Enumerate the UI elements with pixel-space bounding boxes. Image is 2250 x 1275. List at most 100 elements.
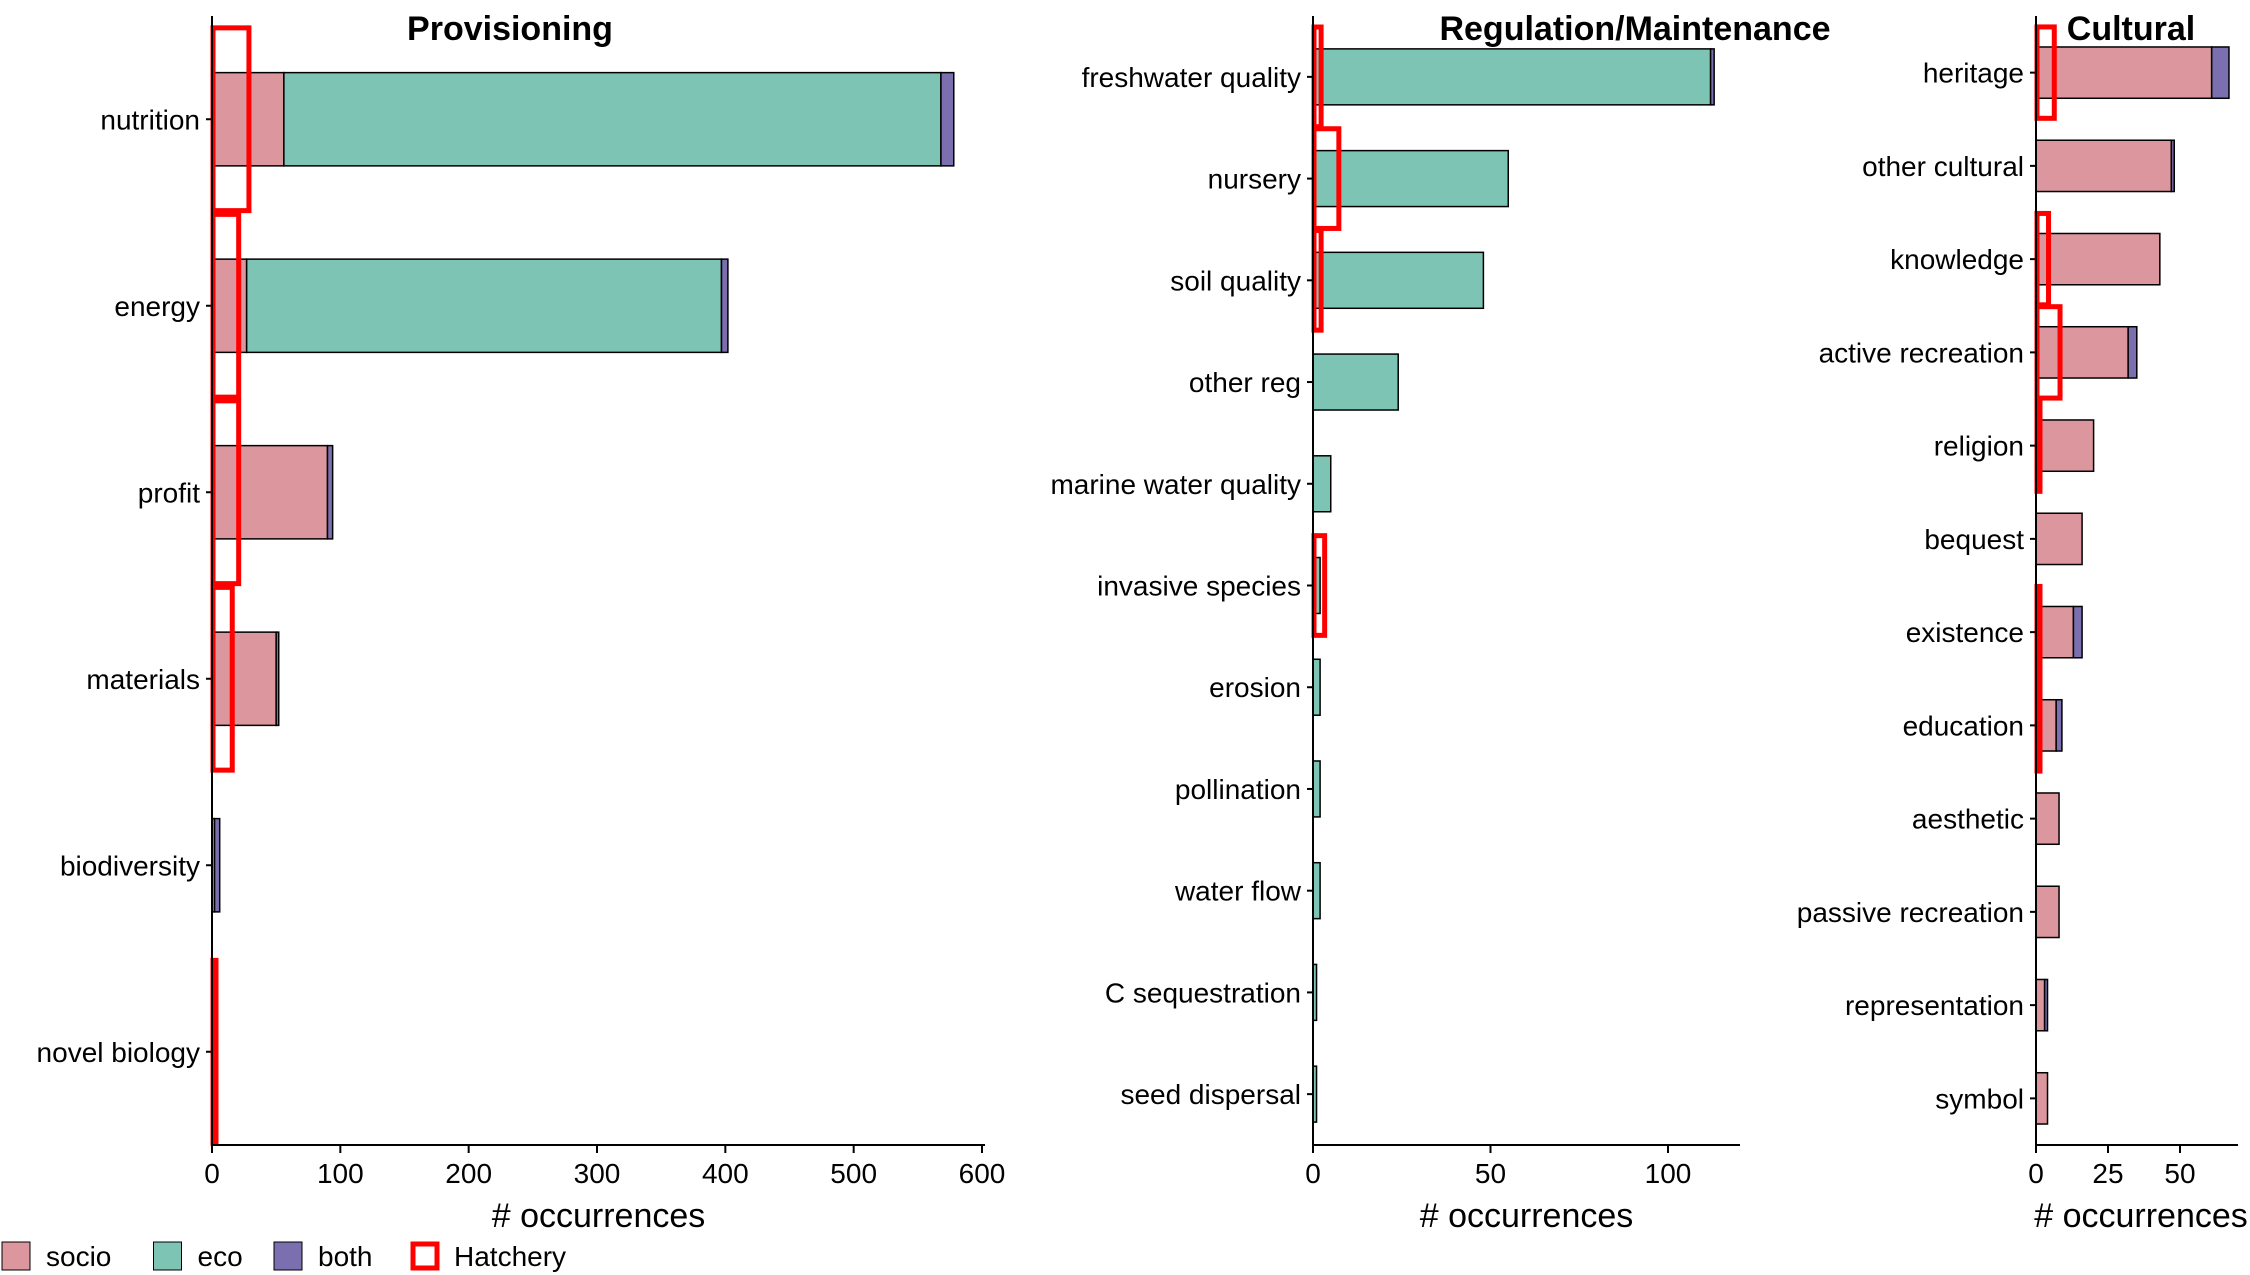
x-tick-label: 200 (445, 1158, 492, 1189)
category-label: symbol (1935, 1083, 2024, 1114)
category-label: novel biology (37, 1037, 200, 1068)
x-tick-label: 500 (830, 1158, 877, 1189)
category-label: active recreation (1819, 337, 2024, 368)
bar-eco-nursery (1312, 149, 1509, 208)
legend-item-both: both (273, 1241, 373, 1272)
bar-socio-knowledge (2035, 232, 2161, 286)
x-axis-title: # occurrences (492, 1197, 706, 1235)
bar-socio-representation (2035, 978, 2046, 1032)
legend-item-eco: eco (153, 1241, 243, 1272)
x-tick-label: 25 (2092, 1158, 2123, 1189)
panel-cultural: Cultural heritage other cultural knowledge a… (1797, 10, 2248, 1235)
category-label: other reg (1189, 367, 1301, 398)
category-label: C sequestration (1105, 977, 1301, 1008)
category-label: knowledge (1890, 244, 2024, 275)
x-axis-title: # occurrences (2034, 1197, 2248, 1235)
hatchery-religion (2034, 397, 2043, 494)
bar-socio-profit (211, 444, 329, 540)
bar-socio-other-cultural (2035, 139, 2173, 193)
category-label: pollination (1175, 774, 1301, 805)
category-label: bequest (1924, 524, 2024, 555)
bar-eco-energy (245, 258, 723, 354)
bar-eco-water-flow (1312, 861, 1321, 920)
legend: socio eco both Hatchery (1, 1241, 566, 1272)
hatchery-novel-biology (210, 957, 219, 1146)
category-label: erosion (1209, 672, 1301, 703)
bar-both-existence (2072, 605, 2083, 659)
bar-both-freshwater-quality (1709, 48, 1715, 106)
category-label: existence (1906, 617, 2024, 648)
panel-title: Provisioning (407, 10, 613, 48)
x-tick-label: 300 (574, 1158, 621, 1189)
category-label: water flow (1174, 876, 1302, 907)
bar-eco-nutrition (283, 71, 942, 167)
x-tick-label: 100 (317, 1158, 364, 1189)
panel-regulation-maintenance: Regulation/Maintenance freshwater quality… (1050, 10, 1830, 1235)
category-label: soil quality (1170, 265, 1301, 296)
bar-eco-other-reg (1312, 353, 1399, 411)
category-label: energy (114, 291, 200, 322)
x-tick-label: 0 (2028, 1158, 2044, 1189)
bar-socio-energy (211, 258, 248, 354)
bar-both-education (2055, 698, 2063, 752)
bar-both-representation (2043, 978, 2049, 1032)
bar-socio-heritage (2035, 46, 2213, 100)
bar-both-nutrition (940, 71, 955, 167)
bar-socio-religion (2035, 419, 2095, 473)
bar-socio-symbol (2035, 1071, 2049, 1125)
panel-title: Regulation/Maintenance (1439, 10, 1830, 48)
x-tick-label: 100 (1645, 1158, 1692, 1189)
category-label: materials (86, 664, 200, 695)
panel-title: Cultural (2067, 10, 2195, 48)
legend-item-hatchery: Hatchery (410, 1241, 566, 1272)
category-label: aesthetic (1912, 804, 2024, 835)
bar-eco-marine-water-quality (1312, 455, 1332, 513)
category-label: passive recreation (1797, 897, 2024, 928)
category-label: marine water quality (1050, 469, 1301, 500)
category-label: seed dispersal (1120, 1079, 1301, 1110)
bar-socio-active-recreation (2035, 325, 2129, 379)
x-tick-label: 400 (702, 1158, 749, 1189)
category-label: heritage (1923, 58, 2024, 89)
bar-eco-soil-quality (1312, 251, 1485, 310)
category-label: other cultural (1862, 151, 2024, 182)
category-label: freshwater quality (1082, 62, 1301, 93)
x-tick-label: 0 (204, 1158, 220, 1189)
legend-swatch-socio (1, 1241, 31, 1271)
legend-item-socio: socio (1, 1241, 111, 1272)
x-tick-label: 50 (2164, 1158, 2195, 1189)
legend-label-both: both (318, 1241, 373, 1272)
x-axis-title: # occurrences (1420, 1197, 1634, 1235)
x-tick-label: 600 (959, 1158, 1006, 1189)
bar-both-other-cultural (2170, 139, 2175, 193)
bar-both-heritage (2210, 46, 2230, 100)
legend-label-hatchery: Hatchery (454, 1241, 566, 1272)
legend-swatch-both (273, 1241, 303, 1271)
category-label: nursery (1208, 164, 1301, 195)
x-tick-label: 0 (1305, 1158, 1321, 1189)
bar-socio-bequest (2035, 512, 2083, 566)
category-label: religion (1934, 431, 2024, 462)
bar-socio-materials (211, 631, 277, 727)
bar-socio-passive-recreation (2035, 885, 2060, 939)
category-label: representation (1845, 990, 2024, 1021)
bar-eco-erosion (1312, 658, 1321, 716)
bar-eco-pollination (1312, 760, 1321, 818)
legend-swatch-hatchery (410, 1241, 440, 1271)
category-label: nutrition (100, 104, 200, 135)
hatchery-existence (2034, 583, 2043, 681)
bar-socio-aesthetic (2035, 792, 2060, 846)
x-tick-label: 50 (1475, 1158, 1506, 1189)
legend-label-eco: eco (198, 1241, 243, 1272)
category-label: biodiversity (60, 850, 200, 881)
category-label: education (1903, 710, 2024, 741)
legend-swatch-eco (153, 1241, 182, 1271)
bar-both-active-recreation (2127, 325, 2138, 379)
bar-both-biodiversity (213, 817, 221, 913)
bar-eco-freshwater-quality (1312, 48, 1712, 106)
category-label: profit (138, 477, 200, 508)
bar-both-profit (326, 444, 334, 540)
hatchery-education (2034, 677, 2043, 774)
bar-both-energy (720, 258, 729, 354)
